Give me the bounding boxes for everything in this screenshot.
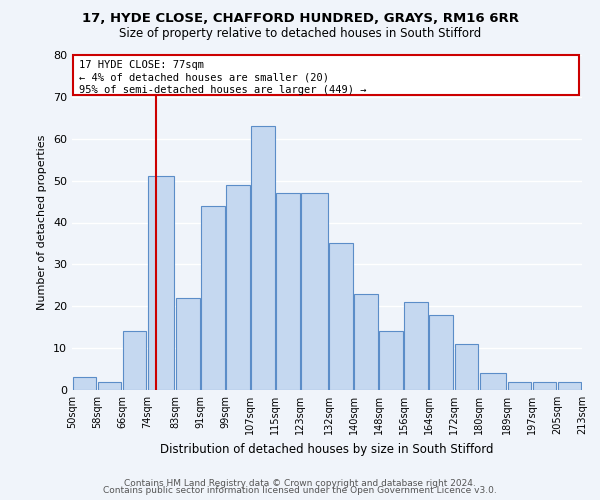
Bar: [176, 298, 200, 390]
Text: Size of property relative to detached houses in South Stifford: Size of property relative to detached ho…: [119, 28, 481, 40]
FancyBboxPatch shape: [73, 55, 580, 95]
Text: ← 4% of detached houses are smaller (20): ← 4% of detached houses are smaller (20): [79, 72, 329, 83]
Text: Contains public sector information licensed under the Open Government Licence v3: Contains public sector information licen…: [103, 486, 497, 495]
Bar: [455, 344, 478, 390]
Text: 17, HYDE CLOSE, CHAFFORD HUNDRED, GRAYS, RM16 6RR: 17, HYDE CLOSE, CHAFFORD HUNDRED, GRAYS,…: [82, 12, 518, 26]
Bar: [508, 382, 531, 390]
Bar: [201, 206, 224, 390]
Bar: [301, 193, 328, 390]
Bar: [226, 185, 250, 390]
Bar: [251, 126, 275, 390]
Bar: [404, 302, 428, 390]
Y-axis label: Number of detached properties: Number of detached properties: [37, 135, 47, 310]
Bar: [148, 176, 175, 390]
Bar: [479, 373, 506, 390]
Bar: [379, 332, 403, 390]
Bar: [73, 378, 96, 390]
Bar: [430, 314, 453, 390]
Text: 17 HYDE CLOSE: 77sqm: 17 HYDE CLOSE: 77sqm: [79, 60, 204, 70]
Text: Contains HM Land Registry data © Crown copyright and database right 2024.: Contains HM Land Registry data © Crown c…: [124, 478, 476, 488]
Bar: [533, 382, 556, 390]
Bar: [123, 332, 146, 390]
X-axis label: Distribution of detached houses by size in South Stifford: Distribution of detached houses by size …: [160, 442, 494, 456]
Bar: [276, 193, 299, 390]
Text: 95% of semi-detached houses are larger (449) →: 95% of semi-detached houses are larger (…: [79, 85, 367, 95]
Bar: [329, 244, 353, 390]
Bar: [355, 294, 378, 390]
Bar: [98, 382, 121, 390]
Bar: [558, 382, 581, 390]
